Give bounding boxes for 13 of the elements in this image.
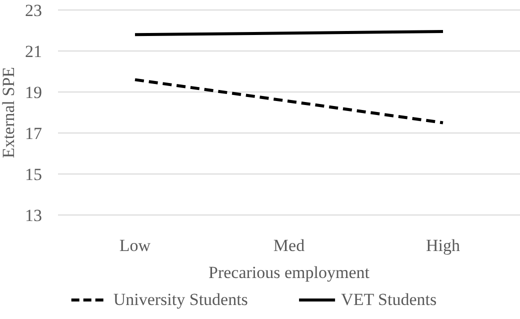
legend-label: VET Students <box>341 290 437 309</box>
y-tick-label: 17 <box>25 124 42 143</box>
x-tick-label: High <box>426 236 460 255</box>
legend-label: University Students <box>113 290 248 309</box>
y-tick-label: 13 <box>25 206 42 225</box>
x-axis-title: Precarious employment <box>208 263 370 282</box>
x-tick-label: Low <box>119 236 152 255</box>
y-tick-label: 23 <box>25 0 42 20</box>
x-tick-label: Med <box>273 236 306 255</box>
y-tick-label: 21 <box>25 42 42 61</box>
y-tick-label: 19 <box>25 82 42 102</box>
y-axis-title: External SPE <box>0 66 18 158</box>
y-tick-label: 15 <box>25 164 42 184</box>
